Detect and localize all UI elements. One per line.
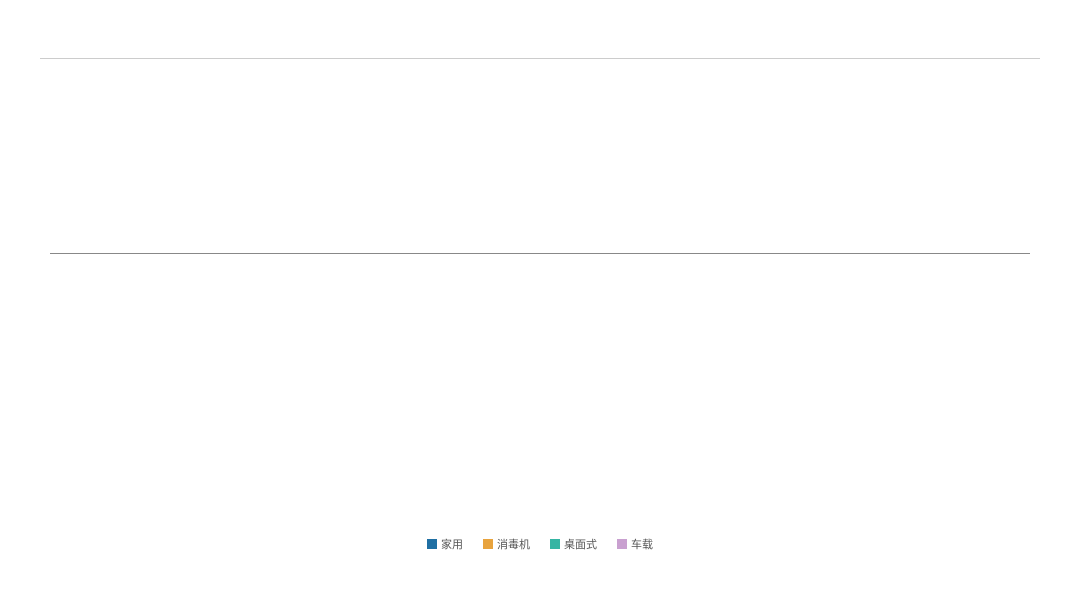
legend-swatch-24 bbox=[1006, 117, 1016, 127]
legend-label: 车载 bbox=[631, 536, 653, 552]
top-chart-x-axis bbox=[50, 253, 1030, 254]
footer-source bbox=[1034, 584, 1040, 596]
legend-swatch bbox=[483, 539, 493, 549]
legend-label: 桌面式 bbox=[564, 536, 597, 552]
legend-item-24 bbox=[1006, 117, 1020, 127]
bottom-chart-legend: 家用 消毒机 桌面式 车载 bbox=[0, 536, 1080, 552]
legend-label: 家用 bbox=[441, 536, 463, 552]
legend-swatch bbox=[427, 539, 437, 549]
legend-label: 消毒机 bbox=[497, 536, 530, 552]
top-chart-legend bbox=[1006, 105, 1020, 129]
bottom-legend-item: 家用 bbox=[427, 536, 463, 552]
legend-swatch bbox=[617, 539, 627, 549]
bottom-legend-item: 车载 bbox=[617, 536, 653, 552]
slide-header bbox=[40, 24, 1040, 54]
legend-swatch bbox=[550, 539, 560, 549]
bottom-legend-item: 消毒机 bbox=[483, 536, 530, 552]
top-bar-chart bbox=[50, 135, 1030, 275]
bottom-stacked-chart bbox=[50, 285, 1030, 530]
legend-item-23 bbox=[1006, 105, 1020, 115]
legend-swatch-23 bbox=[1006, 105, 1016, 115]
header-divider bbox=[40, 58, 1040, 59]
slide-footer bbox=[40, 584, 1040, 596]
bottom-legend-item: 桌面式 bbox=[550, 536, 597, 552]
